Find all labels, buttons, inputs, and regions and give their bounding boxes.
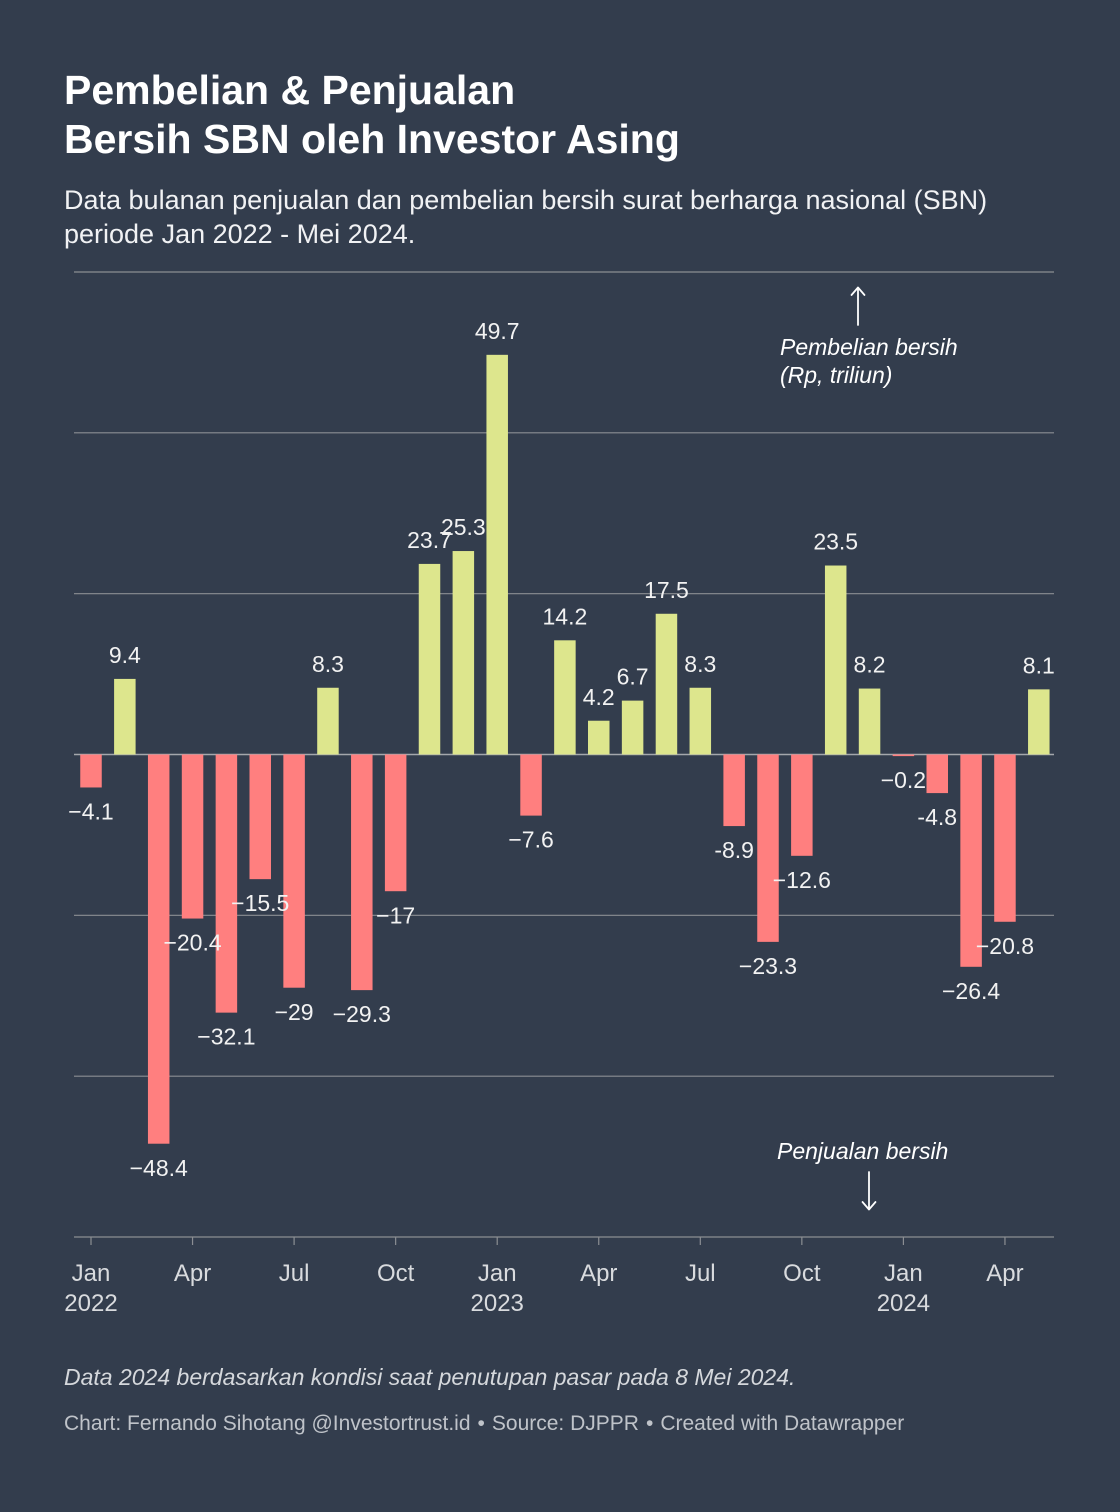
bar-positive [418,563,441,755]
bar-value-label: 8.3 [312,651,344,677]
bar-negative [757,754,779,942]
bar-negative [960,754,982,967]
bar-negative [80,754,102,788]
bar-positive [655,613,678,755]
bar-value-label: −48.4 [130,1155,188,1181]
bar-positive [317,687,339,755]
bar-value-label: −20.8 [976,933,1034,959]
bar-value-label: 49.7 [475,318,520,344]
bar-value-label: 8.2 [854,652,886,678]
annotation-net-purchase: Pembelian bersih (Rp, triliun) [780,334,958,388]
up-arrow-icon [850,286,866,326]
bar-value-label: 23.7 [407,527,452,553]
bar-negative [994,754,1016,922]
bar-value-label: −29.3 [333,1001,391,1027]
bar-negative [351,754,373,991]
bar-negative [215,754,238,1013]
x-tick-year-label: 2023 [471,1290,524,1317]
bar-value-label: −26.4 [942,978,1000,1004]
bar-value-label: 23.5 [813,529,858,555]
bar-value-label: −17 [376,902,415,928]
separator: • [477,1412,485,1435]
x-tick-label: Jul [685,1260,716,1287]
bar-value-label: −7.6 [508,827,553,853]
bar-negative [249,754,271,880]
bar-positive [452,551,475,755]
x-axis: Jan 2022 Apr Jul Oct Jan 2023 Apr Jul Oct Jan 2024 A… [64,1237,1024,1317]
x-tick-label: Apr [580,1260,617,1287]
x-tick-label: Oct [783,1260,821,1287]
bar-negative [283,754,305,988]
bar-value-label: 8.3 [684,651,716,677]
bar-value-label: −12.6 [773,867,831,893]
x-tick-label: Jul [279,1260,310,1287]
x-tick-year-label: 2022 [64,1290,117,1317]
bar-negative [791,754,813,856]
source: Source: DJPPR [491,1412,639,1435]
bar-positive [1028,689,1050,755]
chart-subtitle: Data bulanan penjualan dan pembelian ber… [64,185,988,249]
bar-positive [554,640,576,755]
bar-value-label: −15.5 [231,890,289,916]
x-tick-label: Oct [377,1260,415,1287]
bar-value-label: 8.1 [1023,652,1055,678]
bar-positive [621,700,644,755]
bar-value-label: 4.2 [583,684,615,710]
footer-credits: Chart: Fernando Sihotang @Investortrust.… [64,1411,904,1437]
x-tick-year-label: 2024 [877,1290,930,1317]
bar-value-label: 9.4 [109,642,141,668]
bar-positive [114,678,136,755]
bar-positive [824,565,847,755]
value-labels: −4.1 9.4 −48.4 −20.4 −32.1 −15.5 −29 8.3 −29.3 −1… [68,318,1054,1181]
bar-negative [520,754,542,816]
bar-value-label: −20.4 [163,930,221,956]
bar-negative [384,754,407,892]
bar-negative [892,754,915,757]
bar-value-label: −0.2 [881,767,926,793]
footer-note: Data 2024 berdasarkan kondisi saat penut… [64,1364,796,1390]
bar-value-label: -8.9 [714,837,754,863]
created-with-link[interactable]: Created with Datawrapper [660,1412,905,1435]
bar-negative [147,754,170,1144]
chart-title: Pembelian & Penjualan Bersih SBN oleh In… [64,67,680,162]
x-tick-label: Jan [72,1260,111,1287]
down-arrow-icon [861,1171,877,1211]
bar-value-label: 14.2 [543,603,588,629]
bar-value-label: 25.3 [441,514,486,540]
bar-negative [926,754,948,794]
annotation-net-sale: Penjualan bersih [777,1138,949,1164]
bar-value-label: −4.1 [68,799,113,825]
bar-value-label: 17.5 [644,577,689,603]
gridlines [74,271,1054,1238]
bar-positive [588,720,610,755]
bar-value-label: -4.8 [917,804,957,830]
bars [80,354,1050,1144]
bar-value-label: −29 [275,999,314,1025]
bar-negative [181,754,204,919]
bar-value-label: −32.1 [197,1024,255,1050]
bar-positive [858,688,881,755]
bar-value-label: −23.3 [739,953,797,979]
x-tick-label: Apr [986,1260,1023,1287]
bar-value-label: 6.7 [617,664,649,690]
x-tick-label: Jan [884,1260,923,1287]
x-tick-label: Apr [174,1260,211,1287]
byline: Chart: Fernando Sihotang @Investortrust.… [64,1412,471,1435]
x-tick-label: Jan [478,1260,517,1287]
separator: • [645,1412,654,1435]
bar-negative [723,754,745,827]
bar-positive [689,687,712,755]
bar-positive [486,354,508,755]
